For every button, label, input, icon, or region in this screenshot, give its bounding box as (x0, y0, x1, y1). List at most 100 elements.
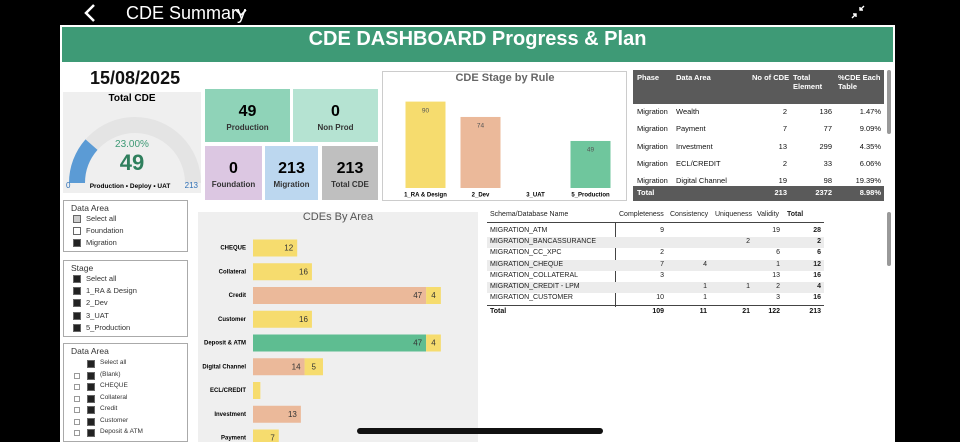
checkbox[interactable] (73, 227, 81, 236)
collapse-icon[interactable] (850, 4, 866, 20)
slicer-item[interactable]: 3_UAT (86, 310, 109, 320)
checkbox[interactable] (73, 215, 81, 223)
expand-icon[interactable] (74, 407, 80, 413)
slicer-item[interactable]: (Blank) (100, 370, 121, 378)
column-header: Consistency (670, 211, 709, 218)
slicer (63, 200, 188, 252)
table-cell: 12 (813, 260, 821, 268)
table-cell: 1 (776, 260, 780, 268)
slicer-item[interactable]: 1_RA & Design (86, 286, 137, 296)
gauge-title: Total CDE (108, 93, 156, 104)
column-header: No of CDE (752, 73, 790, 82)
checkbox[interactable] (73, 311, 81, 320)
expand-icon[interactable] (74, 384, 80, 390)
gauge-track (69, 117, 201, 183)
scrollbar[interactable] (887, 212, 891, 266)
slicer-item[interactable]: Deposit & ATM (100, 428, 143, 435)
checkbox[interactable] (73, 287, 81, 296)
table-cell: 13 (772, 271, 780, 279)
checkbox[interactable] (73, 275, 81, 283)
kpi-label: Production (226, 123, 269, 132)
expand-icon[interactable] (74, 372, 80, 379)
table-cell: MIGRATION_CHEQUE (490, 260, 563, 268)
slicer-item[interactable]: Migration (86, 238, 117, 248)
table-cell: 10 (656, 294, 664, 302)
dropdown-icon[interactable] (234, 6, 248, 20)
kpi-card (322, 146, 378, 200)
table-cell: 28 (813, 227, 821, 234)
kpi-label: Migration (273, 180, 310, 189)
table-cell: 98 (823, 176, 832, 186)
bar-segment (426, 287, 441, 304)
expand-icon[interactable] (74, 418, 80, 425)
data-label: 49 (587, 147, 595, 154)
slicer-item[interactable]: 2_Dev (86, 298, 108, 308)
table-cell: 4.35% (859, 141, 881, 151)
checkbox[interactable] (73, 239, 81, 248)
slicer-item[interactable]: Collateral (100, 393, 128, 401)
kpi-value: 213 (278, 160, 305, 177)
kpi-value: 213 (336, 160, 364, 177)
bar-segment (253, 239, 298, 257)
kpi-card (205, 89, 290, 142)
slicer-item[interactable]: 5_Production (86, 322, 131, 332)
bar-segment (253, 405, 301, 423)
bar-segment (253, 310, 312, 328)
data-label: 4 (431, 291, 436, 300)
checkbox[interactable] (87, 429, 95, 437)
back-icon[interactable] (80, 2, 100, 24)
y-tick-label: Digital Channel (202, 364, 246, 370)
scrollbar[interactable] (887, 70, 891, 134)
column-header: Total (787, 211, 804, 218)
table-cell: 1 (703, 294, 707, 302)
checkbox[interactable] (73, 299, 81, 308)
table-cell: MIGRATION_BANCASSURANCE (490, 238, 597, 246)
table-cell: 16 (813, 271, 821, 279)
slicer-item[interactable]: Foundation (86, 226, 124, 236)
data-label: 16 (299, 315, 308, 324)
row-band (487, 237, 824, 249)
gauge-caption: Production • Deploy • UAT (89, 183, 171, 190)
slicer-item[interactable]: Select all (86, 274, 117, 283)
bar-segment (253, 429, 279, 442)
table-cell: 19.39% (855, 176, 881, 186)
checkbox[interactable] (87, 383, 95, 391)
checkbox[interactable] (73, 323, 81, 332)
slicer (63, 343, 188, 442)
checkbox[interactable] (87, 371, 95, 380)
bar-segment (253, 287, 427, 304)
checkbox[interactable] (87, 360, 95, 368)
checkbox[interactable] (87, 394, 95, 403)
gauge-max: 213 (184, 181, 198, 190)
checkbox[interactable] (87, 417, 95, 426)
column-header: Total Element (793, 73, 823, 91)
y-tick-label: Customer (218, 317, 247, 323)
slicer-item[interactable]: Select all (100, 359, 127, 366)
data-label: 16 (299, 267, 308, 276)
slicer-item[interactable]: CHEQUE (100, 382, 128, 389)
table-cell: 4 (703, 260, 707, 268)
expand-icon[interactable] (74, 430, 80, 436)
slicer-item[interactable]: Customer (100, 416, 129, 424)
expand-icon[interactable] (74, 395, 80, 402)
table-cell: 2 (817, 238, 821, 246)
table-cell: 1 (703, 283, 707, 290)
table-cell: 6.06% (859, 158, 881, 168)
slicer-item[interactable]: Credit (100, 405, 118, 412)
kpi-card (205, 146, 262, 200)
page-title[interactable]: CDE Summary (126, 3, 247, 23)
gauge-value (69, 139, 98, 183)
slicer (63, 260, 188, 337)
total-rule (487, 305, 824, 306)
chart-title: CDE Stage by Rule (455, 72, 554, 84)
table-cell: MIGRATION_CC_XPC (490, 249, 562, 257)
table-cell: 9 (660, 227, 664, 234)
data-label: 5 (312, 362, 317, 371)
slicer-item[interactable]: Select all (86, 214, 117, 223)
total-cell: 11 (699, 308, 707, 315)
x-tick-label: 3_UAT (526, 193, 545, 199)
table-cell: 2 (776, 283, 780, 290)
checkbox[interactable] (87, 406, 95, 414)
row-band (487, 259, 824, 271)
